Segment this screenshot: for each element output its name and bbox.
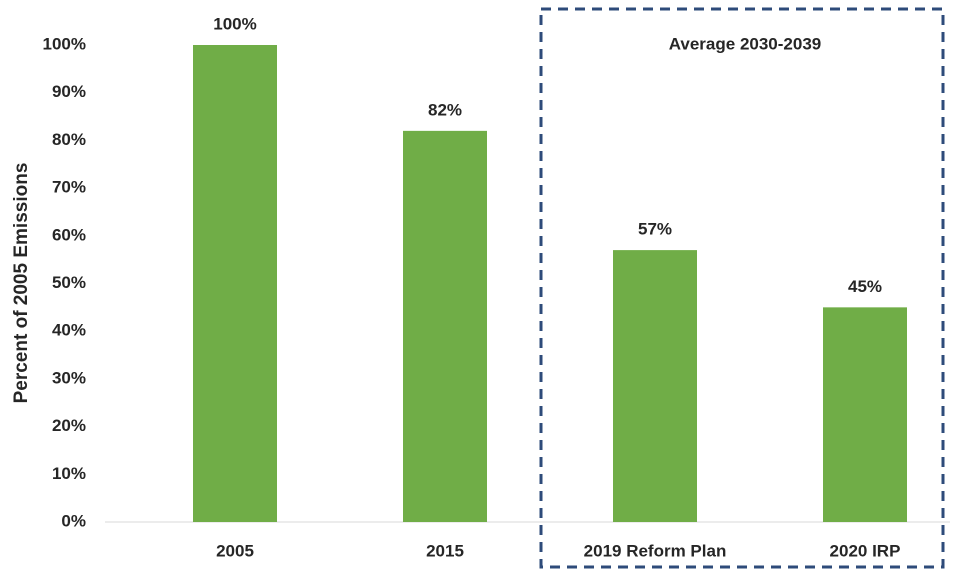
x-tick-label: 2005 [216,541,254,560]
x-tick-label: 2019 Reform Plan [584,541,727,560]
value-label: 82% [428,100,462,119]
y-tick-label: 30% [52,368,86,387]
y-tick-label: 100% [43,34,86,53]
y-tick-label: 80% [52,130,86,149]
x-tick-label: 2015 [426,541,464,560]
highlight-box [539,7,945,569]
y-tick-label: 20% [52,416,86,435]
y-tick-label: 90% [52,82,86,101]
y-tick-label: 60% [52,225,86,244]
x-tick-label: 2020 IRP [830,541,901,560]
annotation: Average 2030-2039 [669,34,822,53]
y-axis-label: Percent of 2005 Emissions [11,163,32,404]
bar [823,307,907,522]
y-tick-label: 50% [52,273,86,292]
y-tick-label: 70% [52,178,86,197]
bar [613,250,697,523]
bar [193,45,277,522]
value-label: 45% [848,277,882,296]
y-tick-label: 40% [52,321,86,340]
bar [403,130,487,523]
value-label: 57% [638,220,672,239]
y-tick-label: 0% [61,511,86,530]
y-tick-label: 10% [52,464,86,483]
value-label: 100% [213,14,256,33]
